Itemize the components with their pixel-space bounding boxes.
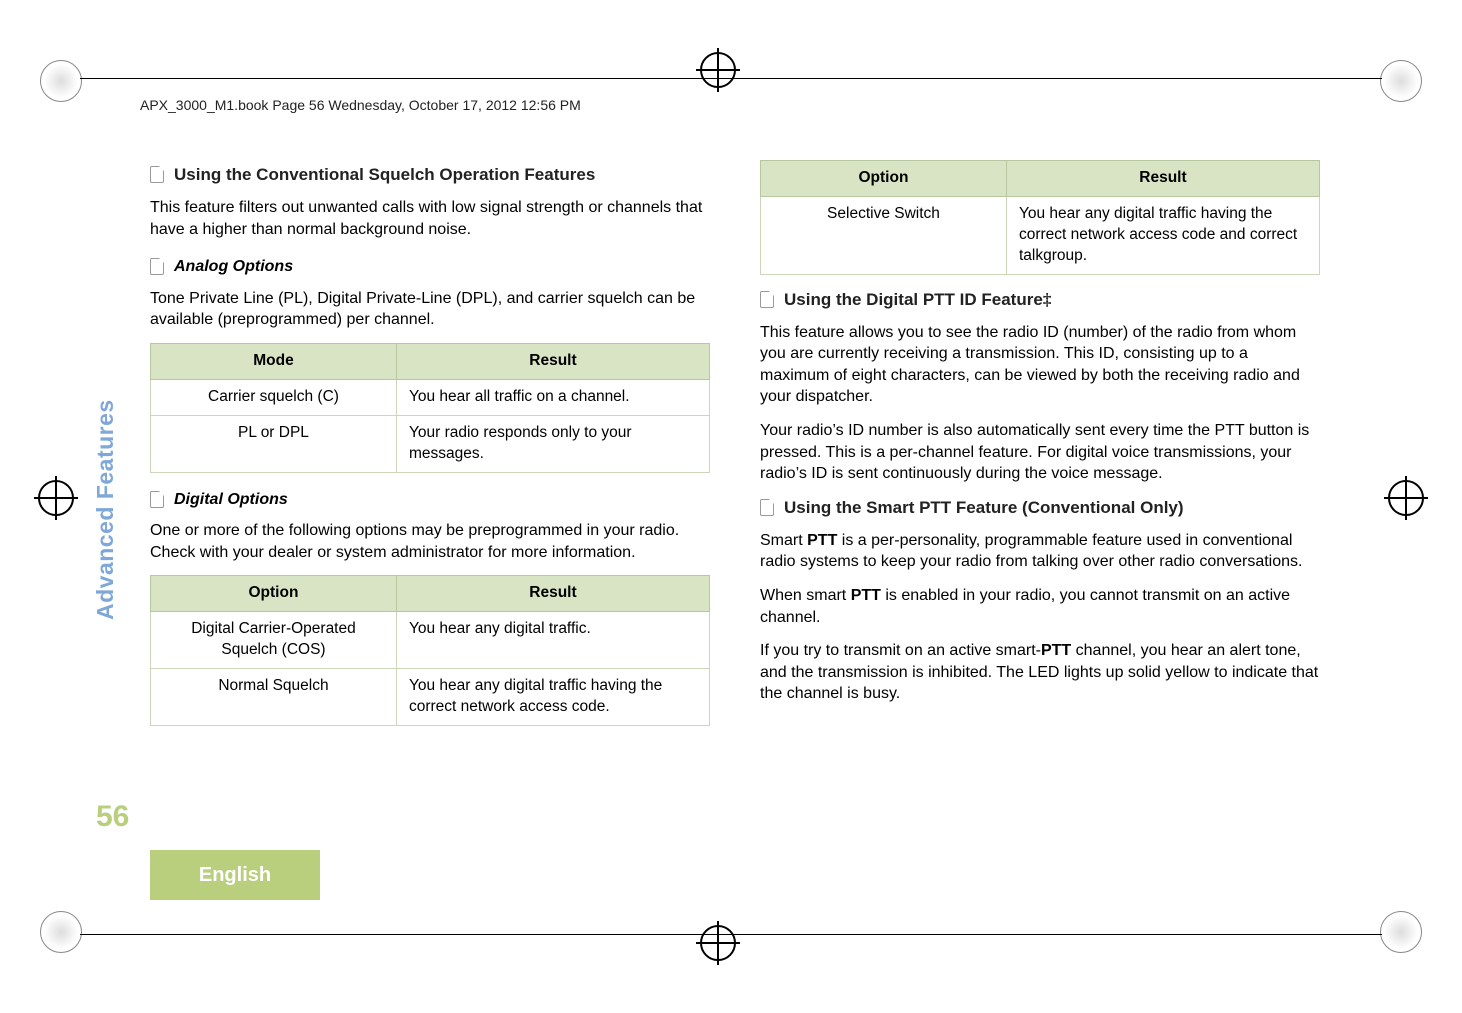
crop-ornament (40, 911, 82, 953)
heading-smart-ptt: Using the Smart PTT Feature (Conventiona… (784, 497, 1320, 520)
text: is a per-personality, programmable featu… (760, 532, 1302, 571)
table-cell: Your radio responds only to your message… (396, 415, 709, 472)
running-header: APX_3000_M1.book Page 56 Wednesday, Octo… (80, 79, 1382, 113)
table-cell: You hear any digital traffic. (396, 612, 709, 669)
para-smart-ptt-3: If you try to transmit on an active smar… (760, 640, 1320, 705)
heading-text: Using the Digital PTT ID Feature (784, 290, 1043, 309)
text: If you try to transmit on an active smar… (760, 642, 1041, 659)
section-icon (760, 291, 774, 308)
table-header: Option (151, 576, 397, 612)
table-digital-options-cont: Option Result Selective Switch You hear … (760, 160, 1320, 275)
section-icon (150, 258, 164, 275)
section-icon (150, 166, 164, 183)
table-cell: Selective Switch (761, 196, 1007, 274)
table-row: PL or DPL Your radio responds only to yo… (151, 415, 710, 472)
table-header: Option (761, 161, 1007, 197)
table-header: Result (396, 576, 709, 612)
para-digital: One or more of the following options may… (150, 520, 710, 563)
table-header: Result (396, 343, 709, 379)
text: When smart (760, 587, 851, 604)
subheading-text: Digital Options (174, 491, 288, 508)
registration-mark-icon (38, 480, 74, 516)
crop-ornament (1380, 60, 1422, 102)
table-cell: PL or DPL (151, 415, 397, 472)
heading-text: Using the Smart PTT Feature (Conventiona… (784, 498, 1184, 517)
para-analog: Tone Private Line (PL), Digital Private-… (150, 288, 710, 331)
para-smart-ptt-2: When smart PTT is enabled in your radio,… (760, 585, 1320, 628)
table-row: Carrier squelch (C) You hear all traffic… (151, 379, 710, 415)
bold-ptt: PTT (807, 532, 837, 549)
table-header: Mode (151, 343, 397, 379)
table-cell: Normal Squelch (151, 669, 397, 726)
table-cell: You hear any digital traffic having the … (396, 669, 709, 726)
table-row: Normal Squelch You hear any digital traf… (151, 669, 710, 726)
table-cell: Digital Carrier-Operated Squelch (COS) (151, 612, 397, 669)
heading-text: Using the Conventional Squelch Operation… (174, 165, 595, 184)
page-content: Using the Conventional Squelch Operation… (150, 160, 1330, 860)
bold-ptt: PTT (851, 587, 881, 604)
registration-mark-icon (1388, 480, 1424, 516)
dagger-icon: ‡ (1043, 290, 1052, 309)
bold-ptt: PTT (1041, 642, 1071, 659)
crop-ornament (1380, 911, 1422, 953)
subheading-analog: Analog Options (174, 256, 710, 278)
table-analog-options: Mode Result Carrier squelch (C) You hear… (150, 343, 710, 473)
crop-ornament (40, 60, 82, 102)
table-row: Digital Carrier-Operated Squelch (COS) Y… (151, 612, 710, 669)
para-ptt-id-1: This feature allows you to see the radio… (760, 322, 1320, 408)
subheading-text: Analog Options (174, 258, 293, 275)
side-section-label: Advanced Features (92, 399, 119, 620)
section-icon (760, 499, 774, 516)
table-cell: You hear all traffic on a channel. (396, 379, 709, 415)
page-number: 56 (96, 800, 129, 834)
heading-ptt-id: Using the Digital PTT ID Feature‡ (784, 289, 1320, 312)
para-smart-ptt-1: Smart PTT is a per-personality, programm… (760, 530, 1320, 573)
section-icon (150, 491, 164, 508)
subheading-digital: Digital Options (174, 489, 710, 511)
heading-conv-squelch: Using the Conventional Squelch Operation… (174, 164, 710, 187)
table-digital-options: Option Result Digital Carrier-Operated S… (150, 575, 710, 726)
table-cell: You hear any digital traffic having the … (1006, 196, 1319, 274)
table-row: Option Result (761, 161, 1320, 197)
table-row: Selective Switch You hear any digital tr… (761, 196, 1320, 274)
right-column: Option Result Selective Switch You hear … (760, 160, 1320, 860)
table-cell: Carrier squelch (C) (151, 379, 397, 415)
text: Smart (760, 532, 807, 549)
table-row: Option Result (151, 576, 710, 612)
table-row: Mode Result (151, 343, 710, 379)
table-header: Result (1006, 161, 1319, 197)
para-ptt-id-2: Your radio’s ID number is also automatic… (760, 420, 1320, 485)
para-conv-squelch: This feature filters out unwanted calls … (150, 197, 710, 240)
left-column: Using the Conventional Squelch Operation… (150, 160, 710, 860)
